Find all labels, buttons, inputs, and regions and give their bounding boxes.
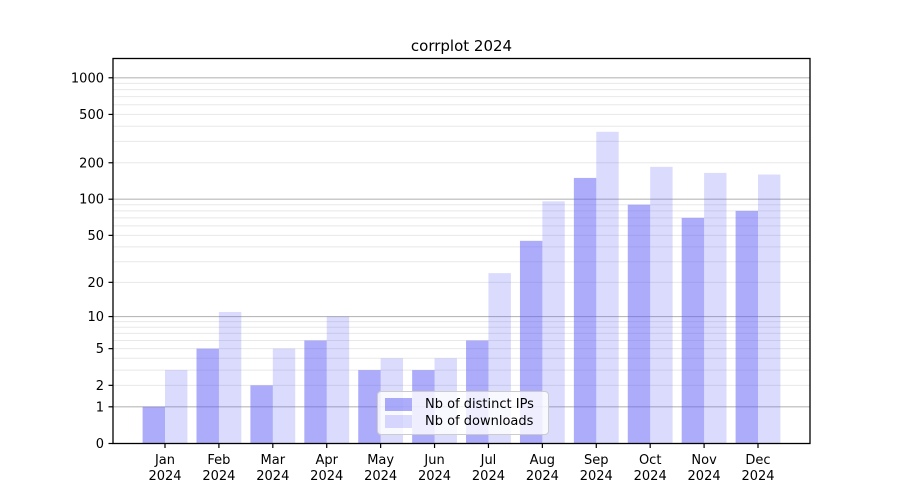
bar-distinct-ips-mar — [250, 385, 273, 444]
x-tick-label-year: 2024 — [256, 469, 289, 484]
bar-distinct-ips-oct — [627, 204, 651, 444]
bar-distinct-ips-dec — [735, 210, 758, 444]
x-tick-label-month: Dec — [745, 453, 770, 468]
bar-downloads-dec — [758, 174, 781, 444]
bar-downloads-sep — [596, 131, 619, 444]
x-tick-label-year: 2024 — [418, 469, 451, 484]
x-tick-label-month: Nov — [691, 453, 717, 468]
y-tick-label: 50 — [87, 229, 104, 244]
legend-swatch-distinct-ips — [385, 398, 412, 411]
x-tick-label-year: 2024 — [472, 469, 505, 484]
y-tick-label: 20 — [87, 276, 104, 291]
chart-title: corrplot 2024 — [410, 37, 513, 55]
bar-distinct-ips-may — [358, 370, 381, 444]
x-tick-label-year: 2024 — [148, 469, 181, 484]
x-tick-label-month: Apr — [315, 453, 338, 468]
bar-distinct-ips-sep — [573, 177, 597, 444]
x-tick-label-month: Jul — [480, 453, 497, 468]
x-tick-label-month: Jan — [154, 453, 175, 468]
x-tick-label-year: 2024 — [688, 469, 721, 484]
y-tick-label: 1000 — [71, 71, 104, 86]
legend-box: Nb of distinct IPs Nb of downloads — [377, 391, 549, 435]
y-tick-label: 1 — [96, 400, 104, 415]
bar-distinct-ips-nov — [681, 217, 705, 444]
bar-downloads-nov — [704, 172, 727, 444]
y-tick-label: 2 — [96, 379, 104, 394]
x-tick-label-year: 2024 — [310, 469, 343, 484]
x-tick-label-year: 2024 — [202, 469, 235, 484]
bar-distinct-ips-apr — [304, 340, 327, 444]
legend-item-distinct-ips: Nb of distinct IPs — [385, 397, 541, 412]
y-tick-label: 0 — [96, 437, 104, 452]
x-tick-label-month: Sep — [584, 453, 609, 468]
bar-downloads-aug — [542, 201, 565, 444]
legend-label-downloads: Nb of downloads — [425, 414, 534, 429]
x-tick-label-year: 2024 — [580, 469, 613, 484]
bar-downloads-feb — [218, 311, 242, 444]
y-tick-label: 5 — [96, 342, 104, 357]
x-tick-label-month: Oct — [639, 453, 661, 468]
bar-downloads-apr — [326, 316, 350, 444]
x-tick-label-year: 2024 — [741, 469, 774, 484]
bar-downloads-mar — [272, 348, 296, 444]
legend-label-distinct-ips: Nb of distinct IPs — [425, 397, 534, 412]
x-tick-label-month: Mar — [261, 453, 286, 468]
bar-distinct-ips-feb — [196, 348, 219, 444]
x-tick-label-year: 2024 — [364, 469, 397, 484]
legend-item-downloads: Nb of downloads — [385, 414, 541, 429]
legend-swatch-downloads — [385, 415, 412, 428]
bar-distinct-ips-jan — [142, 406, 165, 444]
bar-downloads-oct — [650, 166, 673, 444]
x-tick-label-month: Aug — [530, 453, 555, 468]
y-tick-label: 100 — [79, 193, 104, 208]
x-tick-label-year: 2024 — [526, 469, 559, 484]
y-tick-label: 200 — [79, 156, 104, 171]
x-tick-label-year: 2024 — [634, 469, 667, 484]
x-tick-label-month: Feb — [207, 453, 230, 468]
y-tick-label: 500 — [79, 108, 104, 123]
x-tick-label-month: Jun — [423, 453, 444, 468]
x-tick-label-month: May — [367, 453, 394, 468]
bar-downloads-jan — [165, 370, 188, 444]
plot-border — [112, 57, 811, 445]
y-tick-label: 10 — [87, 310, 104, 325]
